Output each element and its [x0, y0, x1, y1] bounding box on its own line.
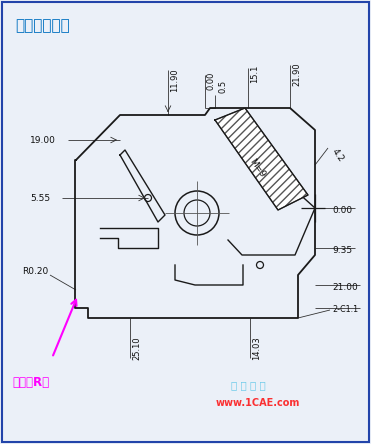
Text: R0.20: R0.20 — [22, 267, 48, 277]
Text: 15.1: 15.1 — [250, 65, 259, 83]
Text: 21.90: 21.90 — [292, 62, 301, 86]
Text: 冲裁凹模镶块: 冲裁凹模镶块 — [15, 18, 70, 33]
Text: 25.10: 25.10 — [132, 337, 141, 360]
Text: 仿 真 在 线: 仿 真 在 线 — [231, 380, 265, 390]
Text: 9.35: 9.35 — [332, 246, 352, 254]
Text: 0.5: 0.5 — [218, 80, 227, 93]
Text: M=9: M=9 — [247, 157, 267, 179]
Text: 14.03: 14.03 — [252, 336, 261, 360]
Polygon shape — [215, 108, 308, 210]
Text: 4.2: 4.2 — [330, 147, 345, 163]
Text: 0.00: 0.00 — [207, 72, 216, 91]
Text: 11.90: 11.90 — [170, 68, 179, 91]
Text: 5.55: 5.55 — [30, 194, 50, 202]
Text: 线切割R角: 线切割R角 — [12, 376, 49, 388]
Text: 19.00: 19.00 — [30, 135, 56, 144]
Text: 0.00: 0.00 — [332, 206, 352, 214]
Text: 2-C1.1: 2-C1.1 — [332, 305, 358, 314]
Text: 21.00: 21.00 — [332, 282, 358, 292]
Text: www.1CAE.com: www.1CAE.com — [216, 398, 300, 408]
